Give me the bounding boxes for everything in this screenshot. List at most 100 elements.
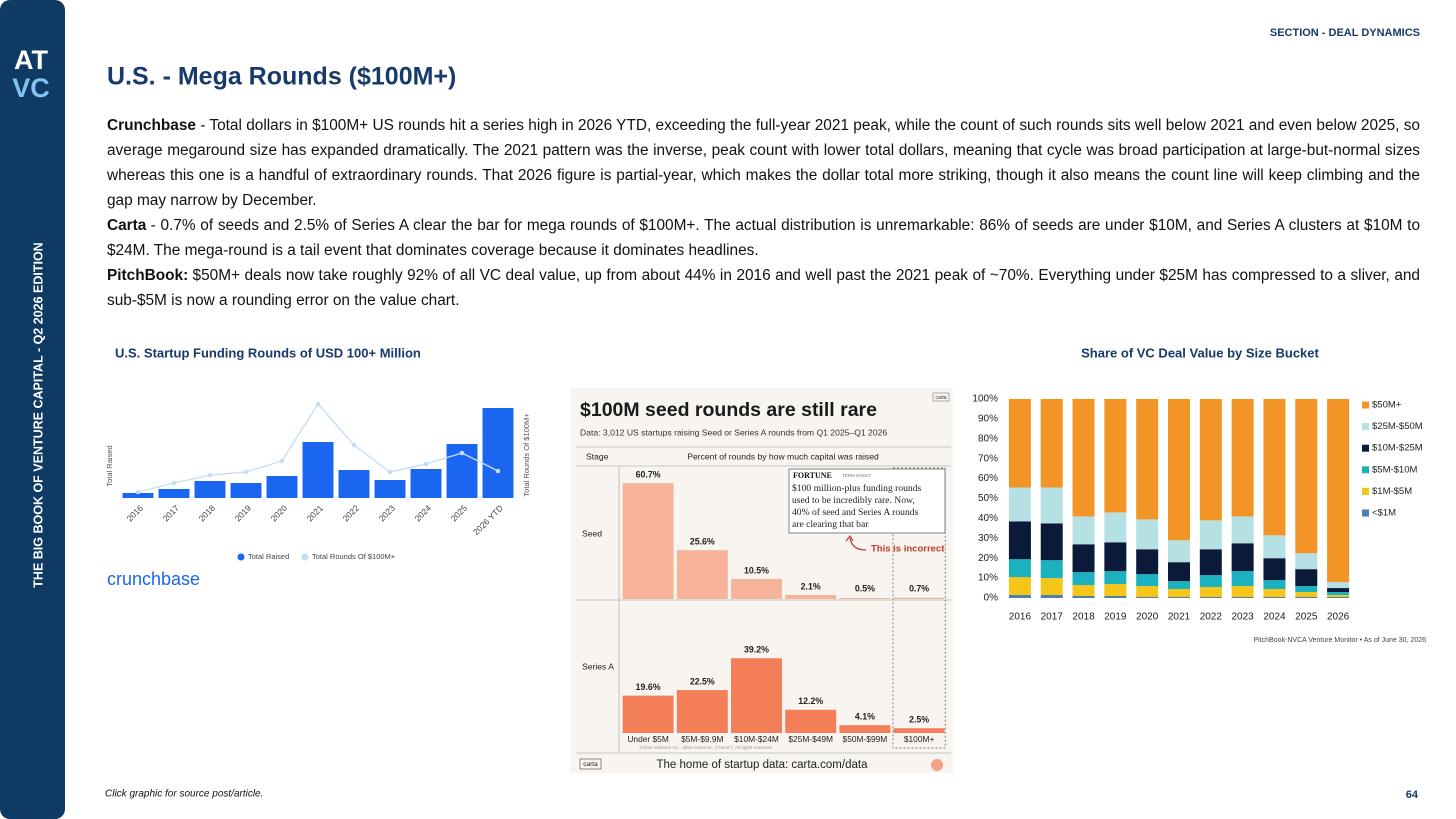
bar-segment — [1263, 535, 1286, 559]
x-tick-label: Under $5M — [627, 734, 668, 744]
value-label: 2.5% — [909, 715, 929, 725]
stage-label: Stage — [586, 451, 609, 461]
value-label: 25.6% — [690, 536, 715, 546]
bar — [410, 469, 442, 498]
bar-segment — [1104, 542, 1127, 572]
legend-swatch — [237, 553, 245, 561]
x-tick-label: 2024 — [413, 503, 434, 524]
page-number: 64 — [1406, 789, 1419, 801]
bar-segment — [1104, 571, 1127, 585]
x-tick-label: 2016 — [1009, 612, 1032, 623]
bar — [785, 594, 837, 599]
footer-note[interactable]: Click graphic for source post/article. — [105, 789, 263, 800]
bar-segment — [1295, 569, 1318, 587]
x-tick-label: $25M-$49M — [788, 734, 833, 744]
chart-footer: The home of startup data: carta.com/data — [657, 759, 869, 771]
x-tick-label: 2022 — [341, 503, 362, 524]
legend-label: <$1M — [1372, 508, 1396, 519]
bar-segment — [1104, 584, 1127, 597]
bar-segment — [1136, 549, 1159, 575]
line-point — [279, 458, 285, 464]
chart-title: $100M seed rounds are still rare — [580, 399, 877, 421]
legend-label: Total Raised — [248, 552, 289, 561]
bar — [266, 476, 298, 498]
x-tick-label: $100M+ — [904, 734, 935, 744]
row-label: Series A — [582, 661, 614, 671]
paragraph: PitchBook: $50M+ deals now take roughly 9… — [107, 263, 1420, 313]
bar-segment — [1168, 399, 1190, 541]
bar-segment — [1072, 516, 1095, 545]
bar-segment — [1040, 595, 1063, 598]
callout-arrow — [849, 537, 867, 551]
bar-segment — [1040, 560, 1063, 579]
quote-line: $100 million-plus funding rounds — [792, 483, 922, 494]
paragraph-lead: Crunchbase — [107, 117, 196, 134]
x-tick-label: 2019 — [1104, 612, 1127, 623]
logo-box — [932, 392, 950, 402]
bar-segment — [1072, 596, 1095, 598]
bar-segment — [1168, 589, 1190, 598]
y-tick-label: 100% — [972, 394, 998, 405]
bar-segment — [1295, 592, 1318, 598]
bar — [622, 483, 674, 599]
bar-segment — [1136, 574, 1159, 587]
bar — [338, 470, 370, 498]
bar-segment — [1168, 540, 1190, 563]
x-tick-label: 2024 — [1263, 612, 1286, 623]
bar-segment — [1040, 578, 1063, 596]
bar-segment — [1231, 597, 1254, 598]
x-tick-label: 2020 — [1136, 612, 1159, 623]
bar-segment — [1231, 543, 1254, 572]
sidebar — [0, 0, 65, 819]
bar-segment — [1104, 512, 1127, 543]
bar-segment — [1008, 399, 1031, 488]
value-label: 2.1% — [801, 581, 821, 591]
bar-segment — [1263, 558, 1286, 581]
x-tick-label: 2023 — [377, 503, 398, 524]
bar — [158, 489, 190, 498]
chart-title: Share of VC Deal Value by Size Bucket — [1081, 345, 1319, 360]
bar-segment — [1327, 399, 1350, 583]
bar — [893, 597, 945, 599]
bar-segment — [1072, 572, 1095, 586]
x-tick-label: 2025 — [449, 503, 470, 524]
value-label: 19.6% — [636, 682, 661, 692]
quote-line: are clearing that bar — [792, 519, 869, 530]
source-logo: crunchbase — [107, 569, 200, 589]
value-label: 4.1% — [855, 712, 875, 722]
callout-arrowhead — [845, 534, 854, 542]
legend-swatch — [1362, 444, 1369, 452]
legend-label: $5M-$10M — [1372, 464, 1417, 475]
x-tick-label: 2020 — [269, 503, 290, 524]
bar-segment — [1136, 519, 1159, 550]
bar-segment — [1040, 523, 1063, 561]
bar-segment — [1263, 580, 1286, 590]
value-label: 60.7% — [636, 470, 661, 480]
bar — [122, 493, 154, 498]
bar-segment — [1231, 586, 1254, 598]
bar-segment — [1199, 399, 1222, 521]
highlight-box — [892, 467, 946, 749]
bar-segment — [1231, 399, 1254, 517]
y-tick-label: 40% — [978, 513, 998, 524]
bar-segment — [1040, 487, 1063, 524]
bar-segment — [1199, 520, 1222, 550]
body-text: Crunchbase - Total dollars in $100M+ US r… — [107, 113, 1420, 313]
bar-segment — [1231, 516, 1254, 544]
y-tick-label: 70% — [978, 453, 998, 464]
bar — [482, 408, 514, 498]
annotation-section: TERM SHEET — [842, 473, 871, 478]
bar-segment — [1072, 585, 1095, 597]
x-tick-label: 2022 — [1200, 612, 1223, 623]
bar — [374, 480, 406, 498]
paragraph: Crunchbase - Total dollars in $100M+ US r… — [107, 113, 1420, 213]
y-tick-label: 10% — [978, 573, 998, 584]
header-label: Percent of rounds by how much capital wa… — [687, 451, 879, 461]
y-tick-label: 80% — [978, 433, 998, 444]
bar-segment — [1295, 597, 1318, 598]
bar-segment — [1327, 588, 1350, 593]
bar-segment — [1263, 399, 1286, 536]
bar-segment — [1231, 571, 1254, 587]
